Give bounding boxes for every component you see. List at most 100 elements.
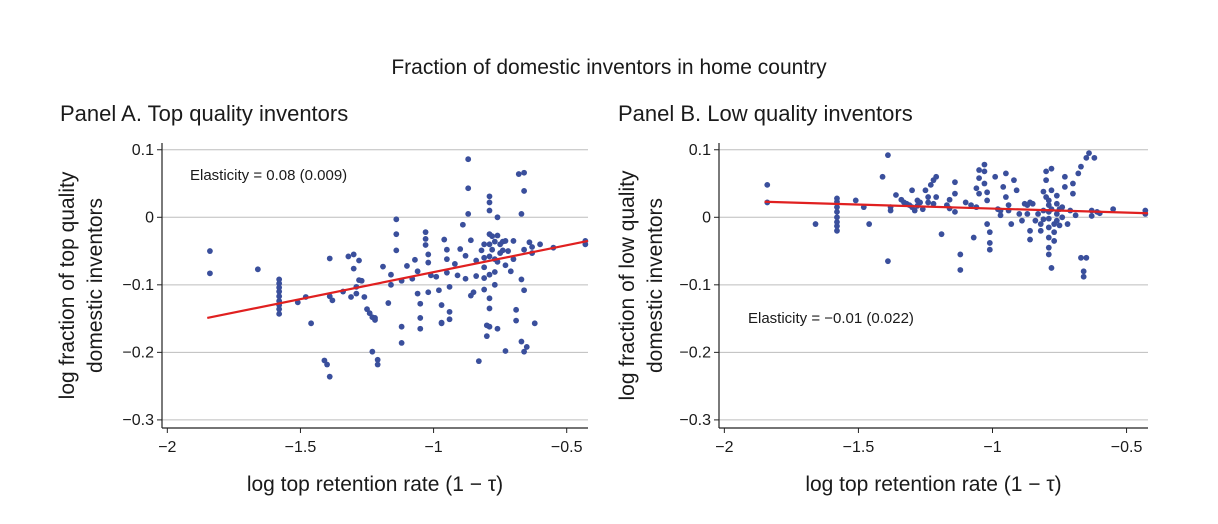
panel-a-point — [486, 295, 493, 302]
panel-b-point — [933, 194, 940, 200]
panel-b-point — [909, 187, 915, 194]
panel-a-point — [478, 247, 485, 254]
panel-a-point — [518, 211, 525, 217]
panel-b-point — [957, 251, 964, 258]
panel-a-point — [361, 294, 368, 300]
panel-a-point — [412, 256, 418, 263]
panel-b-point — [1002, 194, 1009, 200]
panel-b-x-tick-label: −0.5 — [1111, 439, 1143, 456]
panel-b-point — [834, 223, 840, 229]
panel-a-point — [438, 320, 445, 327]
panel-a-point — [374, 361, 381, 368]
panel-b-point — [1059, 204, 1066, 211]
panel-b-point — [1080, 268, 1087, 275]
panel-b-points — [764, 150, 1149, 280]
panel-a-point — [521, 348, 527, 355]
panel-b-point — [984, 221, 991, 227]
panel-b-point — [1011, 177, 1017, 184]
panel-a-point — [372, 317, 378, 323]
panel-a-point — [417, 300, 424, 307]
panel-a-point — [489, 233, 496, 240]
panel-a-axes — [161, 143, 588, 429]
panel-b-point — [1078, 254, 1084, 261]
panel-a-point — [207, 248, 213, 254]
panel-b-point — [1086, 150, 1092, 157]
panel-b-point — [986, 246, 993, 253]
panel-a-point — [513, 306, 520, 313]
panel-a-point — [457, 246, 464, 252]
panel-a-point — [443, 246, 450, 253]
panel-b-point — [834, 219, 840, 225]
panel-b-point — [1045, 224, 1052, 231]
panel-b-point — [1083, 254, 1090, 261]
panel-a-point — [459, 221, 466, 228]
panel-a-y-tick-label: −0.2 — [122, 344, 154, 361]
panel-a-point — [486, 271, 493, 278]
panel-a-point — [491, 238, 498, 245]
panel-a-point — [358, 277, 365, 284]
panel-a-point — [398, 323, 405, 330]
panel-b-ticks: 0.1 0 −0.1 −0.2 −0.3−2 −1.5 −1 −0.5 — [679, 142, 1142, 456]
panel-b-point — [1075, 170, 1082, 177]
panel-a-x-tick-label: −1.5 — [285, 439, 317, 456]
panel-b-point — [1043, 168, 1050, 175]
panel-a-point — [507, 268, 514, 275]
panel-a-point — [486, 193, 493, 200]
panel-b-point — [1019, 217, 1025, 224]
panel-b-point — [976, 175, 982, 182]
panel-b-point — [1061, 173, 1068, 180]
panel-a-point — [393, 216, 400, 223]
panel-a-point — [276, 284, 283, 291]
panel-b-point — [879, 173, 886, 180]
panel-b-point — [866, 221, 873, 227]
figure-title: Fraction of domestic inventors in home c… — [391, 56, 827, 79]
panel-a-point — [356, 257, 362, 264]
panel-a-point — [388, 271, 394, 278]
panel-b-point — [952, 190, 958, 197]
panel-b-point — [1005, 202, 1012, 209]
panel-a-points — [207, 156, 589, 380]
panel-b-x-tick-label: −1 — [983, 439, 1001, 456]
panel-a-point — [308, 320, 314, 327]
panel-a-point — [483, 333, 490, 340]
panel-b-point — [1053, 217, 1060, 224]
panel-a-x-axis-title: log top retention rate (1 − τ) — [247, 473, 503, 496]
panel-b-point — [1002, 170, 1009, 177]
panel-a-point — [521, 246, 527, 253]
panel-a-point — [462, 252, 469, 259]
panel-a-point — [417, 315, 424, 321]
panel-a-point — [369, 348, 376, 355]
panel-a-point — [486, 323, 493, 330]
panel-b-point — [812, 221, 819, 227]
panel-a-point — [345, 253, 352, 260]
panel-b-point — [1072, 212, 1079, 219]
panel-a-point — [207, 270, 213, 277]
panel-a-point — [502, 348, 509, 354]
panel-b-point — [925, 199, 932, 206]
panel-a-point — [486, 199, 493, 206]
panel-a-point — [398, 340, 405, 346]
panel-b-point — [1110, 206, 1117, 213]
panel-a-point — [422, 229, 429, 236]
panel-a-point — [486, 207, 493, 214]
panel-b-y-axis-title-line1: log fraction of low quality — [616, 170, 639, 400]
panel-a-x-tick-label: −0.5 — [551, 439, 583, 456]
panel-a-point — [515, 171, 522, 177]
panel-b-point — [885, 152, 891, 159]
panel-a-title: Panel A. Top quality inventors — [60, 101, 348, 126]
panel-b-point — [834, 204, 840, 211]
panel-a-point — [388, 281, 394, 288]
panel-b-point — [968, 202, 974, 209]
panel-b-point — [973, 185, 980, 192]
panel-b-point — [1037, 221, 1044, 227]
panel-b-point — [970, 234, 977, 241]
panel-a-point — [348, 294, 354, 300]
panel-a-point — [481, 264, 488, 271]
panel-b-point — [1029, 200, 1036, 207]
panel-a-y-tick-label: 0 — [145, 209, 154, 226]
panel-a-point — [276, 293, 283, 300]
panel-a-point — [481, 241, 488, 248]
panel-a-point — [276, 280, 283, 287]
panel-a-point — [491, 281, 498, 288]
panel-b-point — [992, 173, 999, 180]
